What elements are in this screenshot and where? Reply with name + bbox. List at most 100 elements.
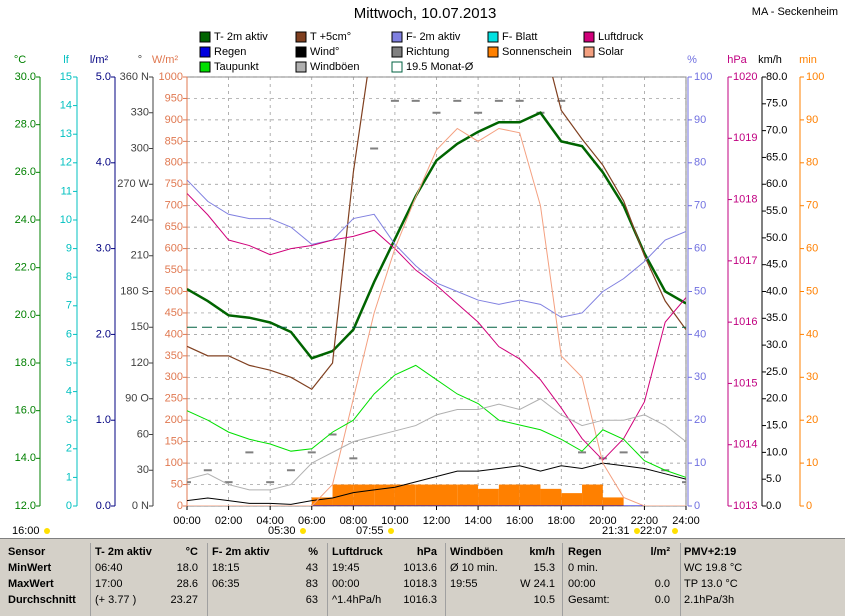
legend-swatch — [391, 46, 403, 58]
y-tick-label: 1.0 — [96, 414, 111, 426]
y-tick-label: 40 — [806, 328, 818, 340]
annotation: 21:31 — [602, 525, 630, 537]
y-tick-label: 1000 — [159, 71, 183, 83]
y-tick-label: 50 — [171, 478, 183, 490]
y-tick-label: 24.0 — [15, 214, 36, 226]
y-tick-label: 45.0 — [766, 259, 787, 271]
y-tick-label: 90 O — [125, 393, 149, 405]
table-cell: 10.5 — [533, 594, 555, 606]
y-tick-label: 80.0 — [766, 71, 787, 83]
y-tick-label: 9 — [66, 243, 72, 255]
y-tick-label: 300 — [165, 371, 183, 383]
y-tick-label: 65.0 — [766, 151, 787, 163]
legend-label: Regen — [214, 46, 246, 58]
y-tick-label: 0 N — [132, 500, 149, 512]
y-tick-label: 3 — [66, 414, 72, 426]
y-tick-label: 30 — [137, 464, 149, 476]
table-cell: T- 2m aktiv — [95, 546, 152, 558]
y-tick-label: 90 — [694, 114, 706, 126]
y-tick-label: 12 — [60, 157, 72, 169]
y-tick-label: 1017 — [733, 255, 757, 267]
y-tick-label: 1019 — [733, 132, 757, 144]
y-tick-label: 100 — [165, 457, 183, 469]
legend-label: F- 2m aktiv — [406, 31, 461, 43]
table-cell: (+ 3.77 ) — [95, 594, 137, 606]
sunshine-bar — [394, 484, 416, 506]
y-tick-label: 10 — [806, 457, 818, 469]
annotation: 22:07 — [640, 525, 668, 537]
y-tick-label: 13 — [60, 128, 72, 140]
chart-title: Mittwoch, 10.07.2013 — [354, 5, 497, 22]
table-cell: 0.0 — [654, 594, 670, 606]
table-cell: MaxWert — [8, 578, 54, 590]
y-tick-label: 1016 — [733, 316, 757, 328]
y-tick-label: 60 — [694, 243, 706, 255]
y-tick-label: 900 — [165, 114, 183, 126]
x-tick-label: 08:00 — [340, 515, 368, 527]
y-tick-label: 70.0 — [766, 125, 787, 137]
axis-title: l/m² — [90, 54, 109, 66]
sunshine-bar — [478, 488, 499, 506]
sunshine-bar — [415, 484, 437, 506]
series-line — [187, 77, 686, 390]
legend-swatch — [583, 46, 595, 58]
legend-swatch — [199, 31, 211, 43]
y-tick-label: 30 — [806, 371, 818, 383]
y-tick-label: 16.0 — [15, 405, 36, 417]
y-tick-label: 120 — [131, 357, 149, 369]
y-tick-label: 1020 — [733, 71, 757, 83]
legend-label: Wind° — [310, 46, 339, 58]
axis-title: °C — [14, 54, 26, 66]
axis-title: ° — [138, 54, 142, 66]
y-tick-label: 1013 — [733, 500, 757, 512]
series-line — [187, 111, 686, 360]
y-tick-label: 7 — [66, 300, 72, 312]
y-tick-label: 25.0 — [766, 366, 787, 378]
x-tick-label: 02:00 — [215, 515, 243, 527]
table-cell: 83 — [305, 578, 318, 590]
y-tick-label: 550 — [165, 264, 183, 276]
table-cell: hPa — [416, 546, 437, 558]
y-tick-label: 80 — [806, 157, 818, 169]
series-line — [187, 398, 686, 491]
y-tick-label: 20.0 — [15, 309, 36, 321]
sunshine-bar — [498, 484, 520, 506]
y-tick-label: 2.0 — [96, 328, 111, 340]
sun-icon — [672, 528, 678, 534]
y-tick-label: 0.0 — [96, 500, 111, 512]
table-cell: PMV+2:19 — [684, 546, 737, 558]
table-cell: 28.6 — [176, 578, 198, 590]
axis-title: % — [687, 54, 697, 66]
y-tick-label: 150 — [165, 436, 183, 448]
sun-icon — [44, 528, 50, 534]
table-cell: 18.0 — [176, 562, 198, 574]
y-tick-label: 450 — [165, 307, 183, 319]
x-tick-label: 24:00 — [672, 515, 700, 527]
table-cell: 18:15 — [212, 562, 240, 574]
table-cell: 63 — [305, 594, 318, 606]
sunshine-bar — [602, 497, 624, 506]
x-tick-label: 12:00 — [423, 515, 451, 527]
legend-swatch — [391, 31, 403, 43]
y-tick-label: 330 — [131, 107, 149, 119]
sunshine-bar — [561, 493, 583, 506]
legend-swatch — [487, 31, 499, 43]
table-cell: ^1.4hPa/h — [332, 594, 382, 606]
y-tick-label: 750 — [165, 178, 183, 190]
table-cell: 23.27 — [170, 594, 198, 606]
y-tick-label: 40 — [694, 328, 706, 340]
y-tick-label: 6 — [66, 328, 72, 340]
stats-table: Sensor T- 2m aktiv °C F- 2m aktiv% Luftdruck… — [0, 538, 845, 616]
table-cell: 17:00 — [95, 578, 123, 590]
table-cell: 00:00 — [568, 578, 596, 590]
table-cell: W 24.1 — [520, 578, 555, 590]
table-cell: Gesamt: — [568, 594, 610, 606]
legend-label: F- Blatt — [502, 31, 537, 43]
y-tick-label: 15 — [60, 71, 72, 83]
y-tick-label: 700 — [165, 200, 183, 212]
y-tick-label: 650 — [165, 221, 183, 233]
sunshine-bar — [436, 484, 458, 506]
table-cell: 0 min. — [568, 562, 598, 574]
y-tick-label: 800 — [165, 157, 183, 169]
y-tick-label: 70 — [806, 200, 818, 212]
